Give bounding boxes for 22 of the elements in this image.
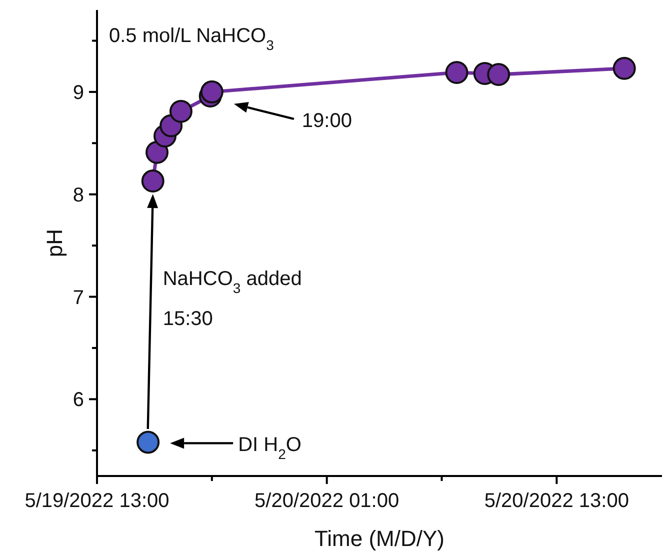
point — [136, 430, 160, 454]
x-tick-label: 5/20/2022 01:00 — [254, 490, 400, 512]
x-axis-title: Time (M/D/Y) — [314, 526, 444, 551]
y-axis-title: pH — [42, 228, 67, 258]
point — [487, 63, 510, 86]
text: 0.5 mol/L NaHCO$_{3}$ — [109, 25, 274, 53]
point — [141, 170, 164, 193]
point — [200, 80, 224, 104]
annotation: 15:30 — [162, 308, 213, 330]
y-tick-label: 9 — [72, 82, 84, 104]
point — [612, 56, 636, 80]
y-tick-label: 8 — [72, 184, 84, 206]
point — [445, 60, 468, 84]
annotation: 19:00 — [302, 110, 352, 132]
point — [146, 140, 169, 164]
x-tick-label: 5/20/2022 13:00 — [484, 490, 629, 512]
y-tick-label: 7 — [72, 286, 84, 309]
annotation: DI H$_{2}$O — [238, 434, 302, 462]
y-tick-label: 6 — [72, 389, 84, 412]
point — [169, 100, 192, 123]
x-tick-label: 5/19/2022 13:00 — [24, 490, 170, 512]
annotation: NaHCO$_{3}$ added — [162, 268, 302, 296]
